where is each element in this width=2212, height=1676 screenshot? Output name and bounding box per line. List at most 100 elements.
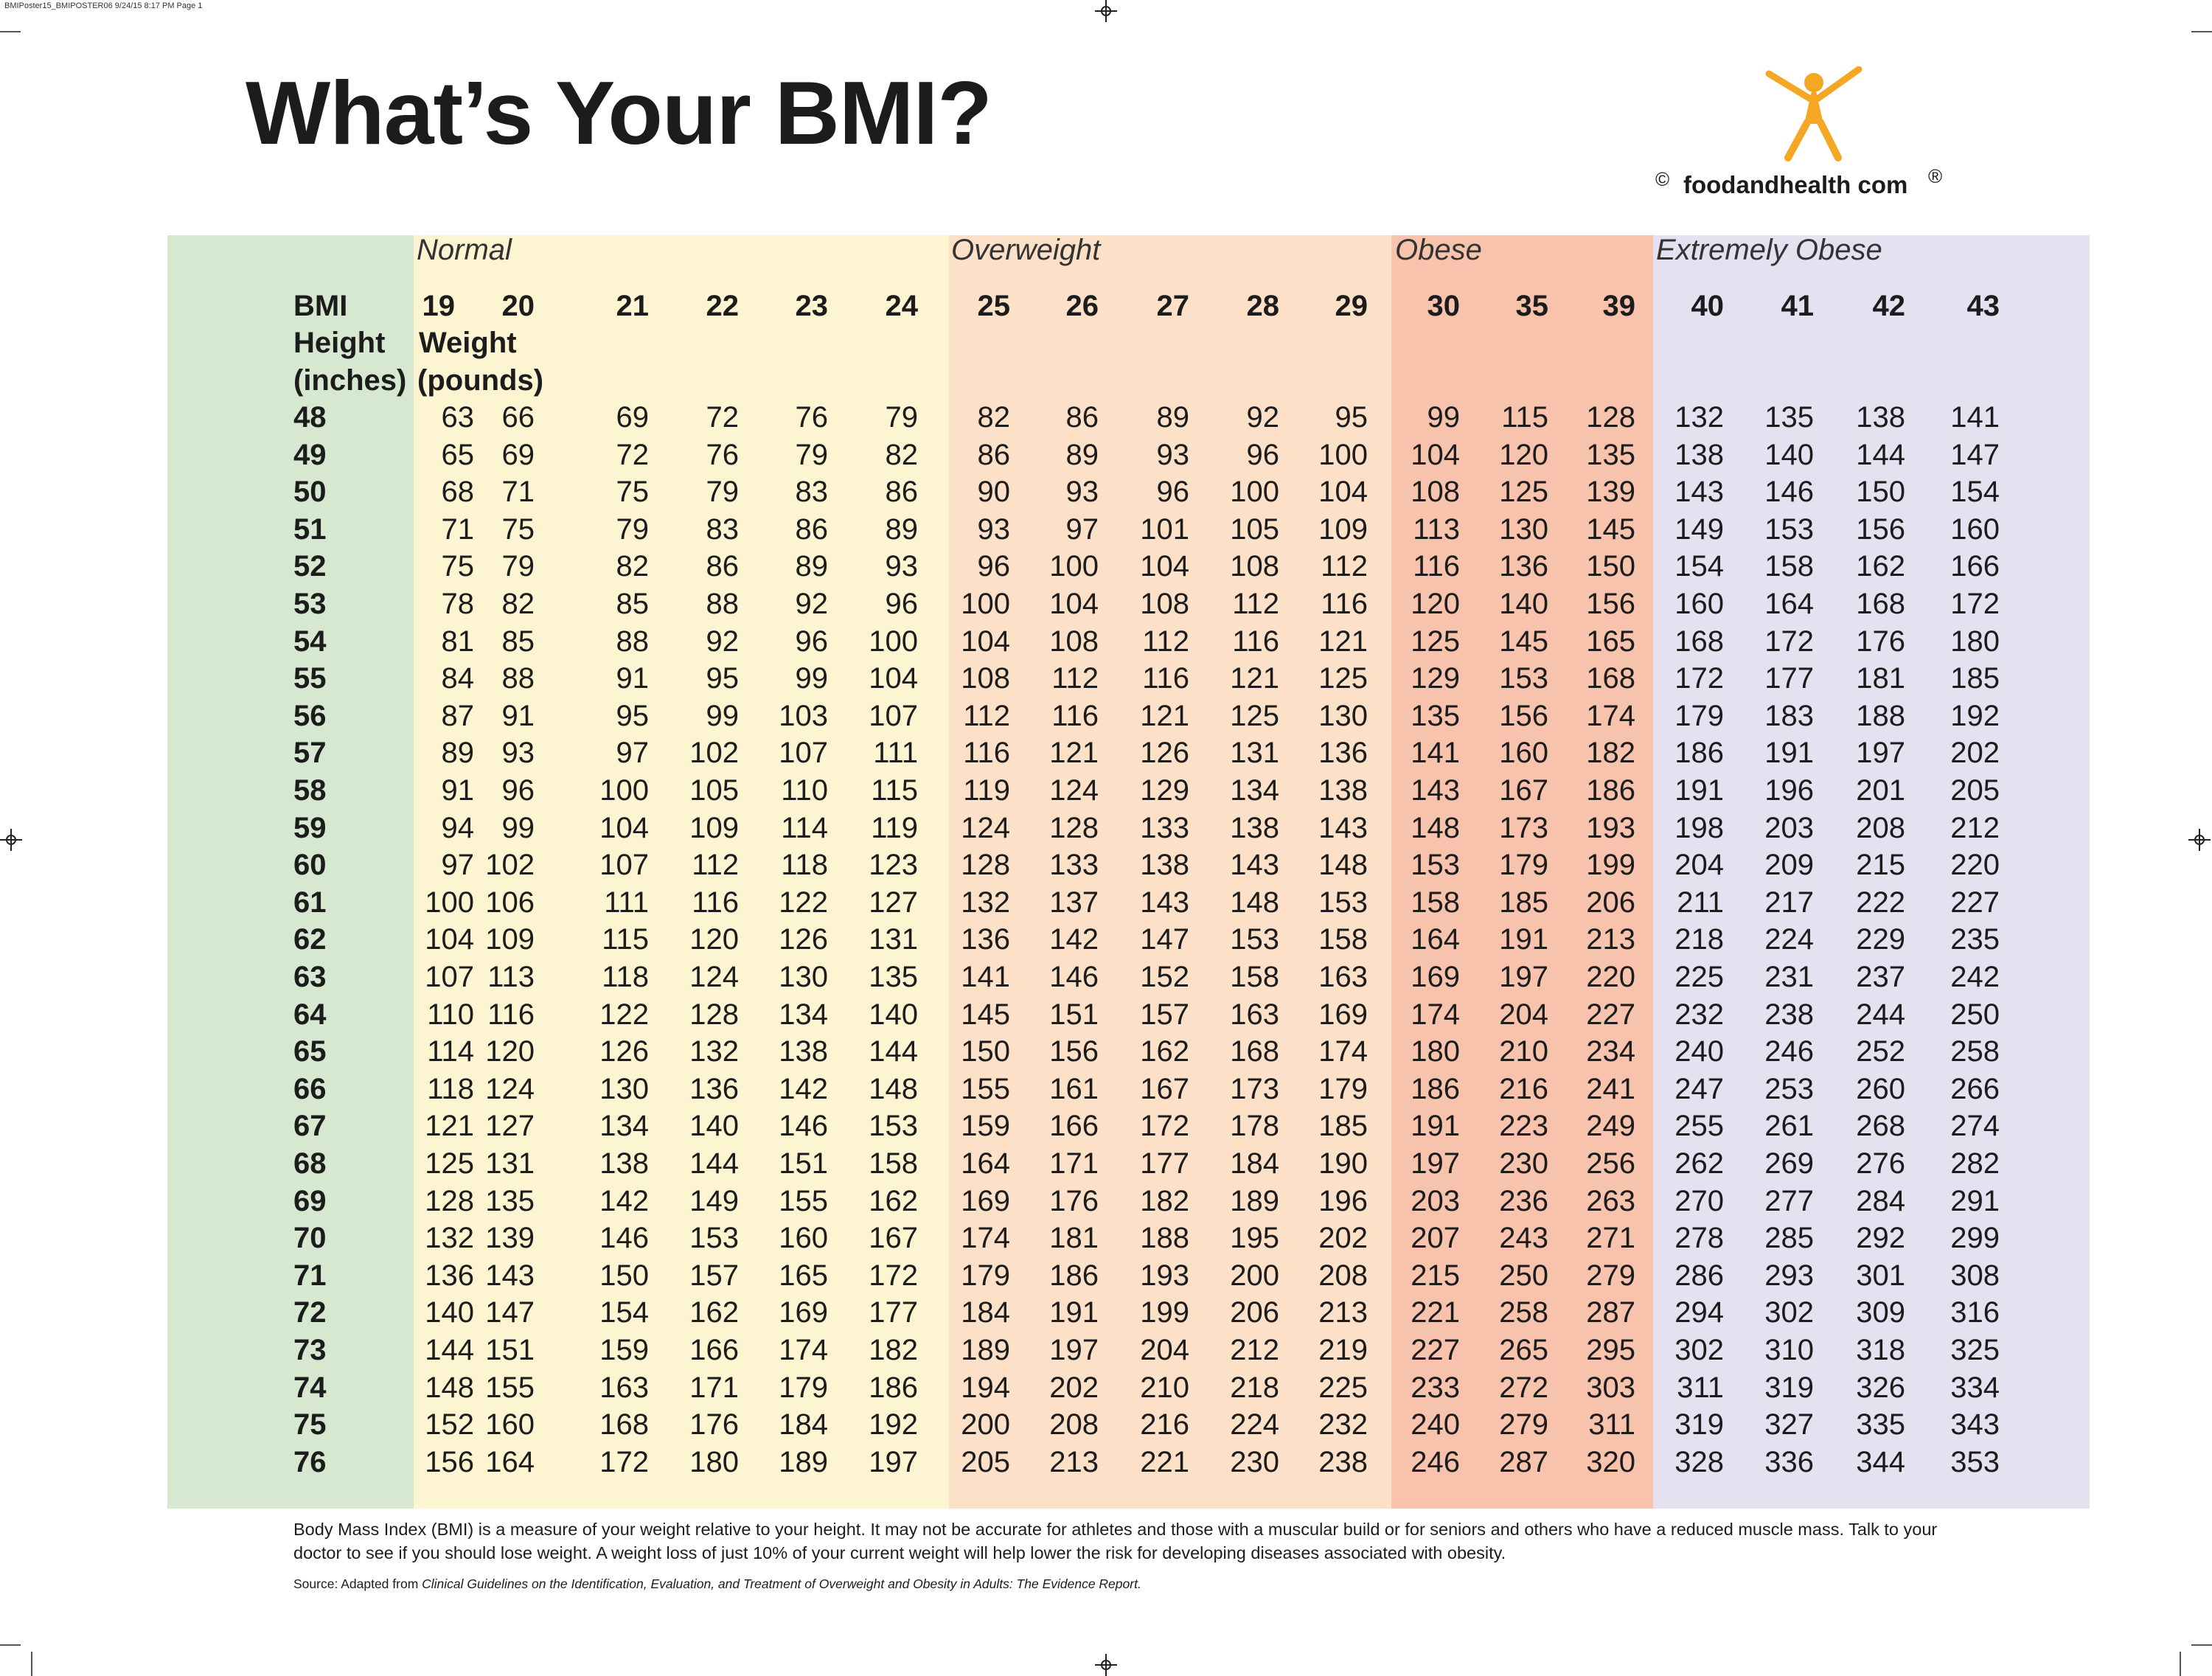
weight-cell: 69: [616, 401, 650, 434]
weight-cell: 194: [961, 1371, 1010, 1404]
bmi-value-header: 19: [422, 290, 456, 322]
weight-cell: 291: [1950, 1185, 2000, 1217]
weight-cell: 112: [963, 700, 1010, 732]
height-row-label: 64: [293, 998, 327, 1031]
crop-mark: [2180, 1652, 2181, 1676]
weight-cell: 99: [501, 812, 535, 844]
weight-cell: 75: [441, 550, 475, 583]
extremely-obese-band: [1653, 235, 2090, 1509]
weight-cell: 160: [1499, 737, 1548, 769]
weight-cell: 176: [689, 1408, 739, 1441]
weight-cell: 197: [1499, 961, 1548, 993]
weight-cell: 250: [1950, 998, 2000, 1031]
weight-cell: 154: [1950, 476, 2000, 508]
weight-cell: 243: [1499, 1222, 1548, 1254]
weight-cell: 186: [869, 1371, 918, 1404]
weight-cell: 86: [795, 513, 829, 546]
weight-cell: 271: [1586, 1222, 1635, 1254]
weight-cell: 147: [1950, 439, 2000, 471]
height-row-label: 68: [293, 1147, 327, 1180]
weight-cell: 204: [1499, 998, 1548, 1031]
weight-cell: 308: [1950, 1259, 2000, 1292]
weight-cell: 134: [599, 1110, 649, 1142]
height-row-label: 74: [293, 1371, 327, 1404]
weight-cell: 260: [1856, 1073, 1905, 1105]
weight-cell: 253: [1764, 1073, 1814, 1105]
weight-cell: 131: [869, 923, 918, 956]
weight-cell: 136: [425, 1259, 474, 1292]
weight-cell: 182: [869, 1334, 918, 1366]
weight-cell: 197: [1856, 737, 1905, 769]
weight-cell: 143: [1411, 774, 1460, 807]
weight-cell: 168: [1674, 625, 1724, 658]
weight-cell: 258: [1950, 1035, 2000, 1068]
weight-cell: 196: [1764, 774, 1814, 807]
weight-cell: 224: [1764, 923, 1814, 956]
weight-cell: 176: [1856, 625, 1905, 658]
weight-cell: 148: [1230, 886, 1279, 919]
weight-cell: 99: [1427, 401, 1461, 434]
bmi-value-header: 43: [1966, 290, 2000, 322]
weight-cell: 89: [1065, 439, 1099, 471]
weight-cell: 184: [1230, 1147, 1279, 1180]
weight-cell: 249: [1586, 1110, 1635, 1142]
weight-cell: 112: [692, 849, 739, 881]
bmi-label: BMI: [293, 290, 348, 322]
weight-cell: 224: [1230, 1408, 1279, 1441]
weight-cell: 199: [1586, 849, 1635, 881]
weight-cell: 72: [616, 439, 650, 471]
weight-cell: 292: [1856, 1222, 1905, 1254]
weight-cell: 112: [1321, 550, 1368, 583]
bmi-value-header: 39: [1602, 290, 1636, 322]
weight-cell: 238: [1318, 1446, 1368, 1478]
bmi-value-header: 24: [885, 290, 919, 322]
weight-cell: 124: [485, 1073, 535, 1105]
weight-cell: 150: [1586, 550, 1635, 583]
height-row-label: 76: [293, 1446, 327, 1478]
weight-cell: 104: [1411, 439, 1460, 471]
weight-cell: 225: [1318, 1371, 1368, 1404]
weight-cell: 319: [1764, 1371, 1814, 1404]
weight-cell: 145: [1499, 625, 1548, 658]
weight-cell: 172: [1140, 1110, 1189, 1142]
weight-cell: 92: [795, 588, 829, 620]
weight-cell: 119: [871, 812, 918, 844]
weight-cell: 310: [1764, 1334, 1814, 1366]
weight-cell: 95: [1335, 401, 1368, 434]
weight-cell: 327: [1764, 1408, 1814, 1441]
weight-cell: 100: [1230, 476, 1279, 508]
weight-cell: 222: [1856, 886, 1905, 919]
weight-cell: 146: [599, 1222, 649, 1254]
height-row-label: 56: [293, 700, 327, 732]
bmi-value-header: 22: [706, 290, 740, 322]
weight-cell: 113: [487, 961, 535, 993]
weight-cell: 108: [1411, 476, 1460, 508]
weight-cell: 172: [869, 1259, 918, 1292]
weight-cell: 205: [1950, 774, 2000, 807]
weight-cell: 63: [441, 401, 475, 434]
height-row-label: 63: [293, 961, 327, 993]
weight-cell: 135: [485, 1185, 535, 1217]
weight-cell: 163: [599, 1371, 649, 1404]
weight-cell: 127: [869, 886, 918, 919]
weight-cell: 105: [689, 774, 739, 807]
weight-cell: 121: [1318, 625, 1368, 658]
registration-mark-bottom: [1095, 1654, 1117, 1676]
weight-cell: 89: [795, 550, 829, 583]
weight-cell: 129: [1140, 774, 1189, 807]
weight-cell: 96: [795, 625, 829, 658]
weight-cell: 165: [779, 1259, 828, 1292]
weight-cell: 128: [961, 849, 1010, 881]
bmi-value-header: 35: [1515, 290, 1549, 322]
height-column-band: [167, 235, 414, 1509]
weight-cell: 142: [599, 1185, 649, 1217]
registered-symbol: ®: [1928, 165, 1943, 187]
height-row-label: 66: [293, 1073, 327, 1105]
weight-cell: 111: [604, 886, 649, 919]
weight-cell: 76: [795, 401, 829, 434]
weight-cell: 151: [779, 1147, 828, 1180]
weight-cell: 94: [441, 812, 475, 844]
weight-cell: 107: [599, 849, 649, 881]
height-row-label: 50: [293, 476, 327, 508]
weight-cell: 140: [1764, 439, 1814, 471]
